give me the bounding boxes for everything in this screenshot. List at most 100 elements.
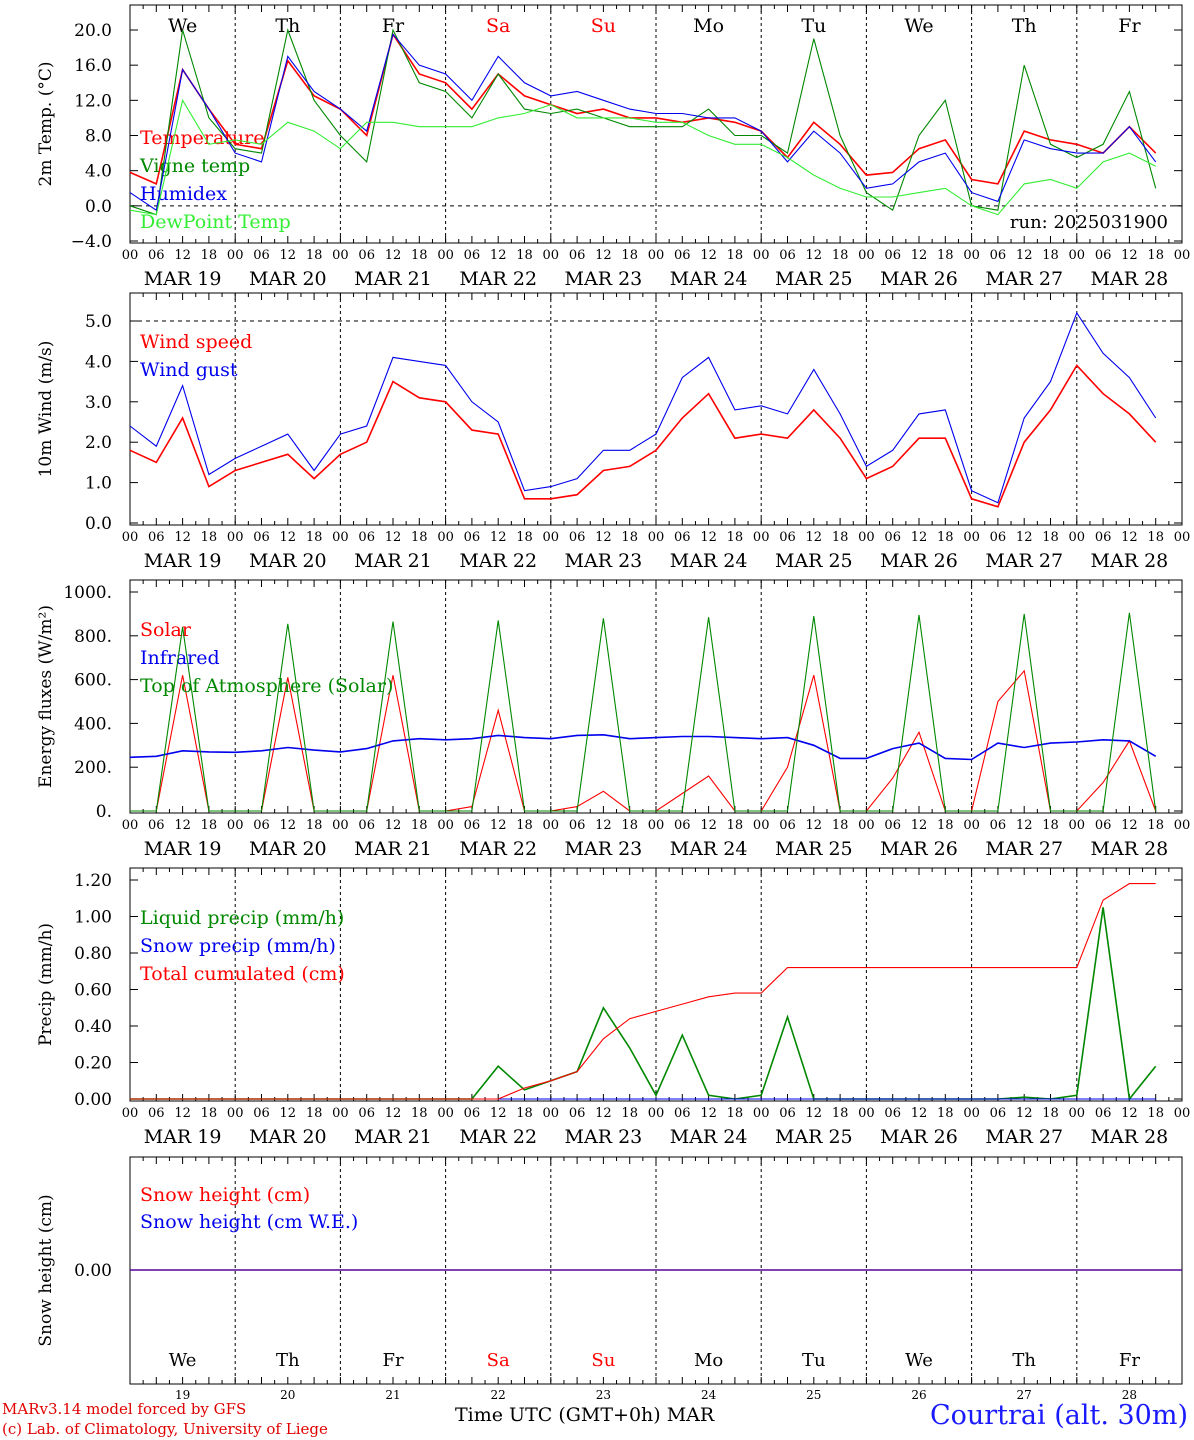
y-tick-label: 0.0 xyxy=(85,514,112,534)
hour-tick-label: 18 xyxy=(937,818,954,833)
series-line-humidex xyxy=(129,33,1157,212)
date-label: MAR 24 xyxy=(670,550,748,572)
legend-entry: Liquid precip (mm/h) xyxy=(140,907,344,929)
day-label: Th xyxy=(1012,1350,1036,1371)
day-number-label: 24 xyxy=(701,1388,717,1402)
hour-tick-label: 12 xyxy=(806,248,823,263)
date-label: MAR 26 xyxy=(880,1126,958,1148)
date-label: MAR 27 xyxy=(985,1126,1063,1148)
y-tick-label: 600. xyxy=(74,671,112,691)
hour-tick-label: 06 xyxy=(148,530,165,545)
date-label: MAR 24 xyxy=(670,838,748,860)
hour-tick-label: 06 xyxy=(464,1106,481,1121)
date-label: MAR 26 xyxy=(880,550,958,572)
hour-tick-label: 12 xyxy=(490,530,507,545)
hour-tick-label: 18 xyxy=(306,248,323,263)
hour-tick-label: 12 xyxy=(700,530,717,545)
date-label: MAR 23 xyxy=(565,550,643,572)
hour-tick-label: 18 xyxy=(411,248,428,263)
hour-tick-label: 12 xyxy=(700,248,717,263)
hour-tick-label: 12 xyxy=(911,818,928,833)
hour-tick-label: 12 xyxy=(385,530,402,545)
hour-tick-label: 06 xyxy=(148,818,165,833)
hour-tick-label: 06 xyxy=(990,1106,1007,1121)
day-label: Mo xyxy=(694,1350,723,1371)
hour-tick-label: 06 xyxy=(884,530,901,545)
hour-tick-label: 18 xyxy=(201,818,218,833)
hour-tick-label: 00 xyxy=(1069,248,1086,263)
day-number-label: 19 xyxy=(175,1388,190,1402)
legend-entry: Top of Atmosphere (Solar) xyxy=(140,675,393,697)
hour-tick-label: 18 xyxy=(621,818,638,833)
day-label: We xyxy=(905,1350,933,1371)
hour-tick-label: 06 xyxy=(148,1106,165,1121)
hour-tick-label: 00 xyxy=(648,818,665,833)
hour-tick-label: 12 xyxy=(806,530,823,545)
hour-tick-label: 00 xyxy=(753,818,770,833)
hour-tick-label: 18 xyxy=(1042,1106,1059,1121)
hour-tick-label: 06 xyxy=(1095,530,1112,545)
date-label: MAR 28 xyxy=(1091,550,1169,572)
model-credit: MARv3.14 model forced by GFS xyxy=(2,1400,247,1418)
date-label: MAR 23 xyxy=(565,838,643,860)
hour-tick-label: 00 xyxy=(437,530,454,545)
hour-tick-label: 06 xyxy=(569,530,586,545)
hour-tick-label: 18 xyxy=(832,1106,849,1121)
hour-tick-label: 18 xyxy=(937,248,954,263)
run-label: run: 2025031900 xyxy=(1010,212,1168,233)
date-label: MAR 21 xyxy=(354,550,432,572)
day-number-label: 25 xyxy=(806,1388,821,1402)
hour-tick-label: 00 xyxy=(437,1106,454,1121)
hour-tick-label: 00 xyxy=(1069,818,1086,833)
y-tick-label: 0.60 xyxy=(74,981,112,1001)
date-label: MAR 26 xyxy=(880,838,958,860)
date-label: MAR 23 xyxy=(565,1126,643,1148)
day-label: Th xyxy=(1012,15,1037,37)
hour-tick-label: 12 xyxy=(280,818,297,833)
y-tick-label: 2.0 xyxy=(85,433,112,453)
hour-tick-label: 12 xyxy=(911,530,928,545)
hour-tick-label: 18 xyxy=(937,1106,954,1121)
hour-tick-label: 06 xyxy=(253,1106,270,1121)
date-label: MAR 28 xyxy=(1091,268,1169,290)
legend-entry: Snow height (cm W.E.) xyxy=(140,1211,358,1233)
date-label: MAR 22 xyxy=(459,1126,537,1148)
date-label: MAR 25 xyxy=(775,1126,853,1148)
hour-tick-label: 18 xyxy=(516,530,533,545)
date-label: MAR 23 xyxy=(565,268,643,290)
date-label: MAR 27 xyxy=(985,550,1063,572)
day-label: Fr xyxy=(1118,15,1141,37)
date-label: MAR 22 xyxy=(459,268,537,290)
hour-tick-label: 12 xyxy=(174,1106,191,1121)
y-tick-label: 16.0 xyxy=(74,56,112,76)
date-label: MAR 19 xyxy=(144,550,222,572)
hour-tick-label: 00 xyxy=(1069,530,1086,545)
hour-tick-label: 06 xyxy=(884,248,901,263)
legend-entry: DewPoint Temp xyxy=(140,211,291,233)
hour-tick-label: 00 xyxy=(122,248,139,263)
hour-tick-label: 12 xyxy=(806,818,823,833)
hour-tick-label: 00 xyxy=(753,1106,770,1121)
legend-entry: Solar xyxy=(140,619,192,641)
hour-tick-label: 00 xyxy=(858,530,875,545)
hour-tick-label: 06 xyxy=(253,530,270,545)
hour-tick-label: 00 xyxy=(648,1106,665,1121)
y-axis-label: 2m Temp. (°C) xyxy=(36,61,56,186)
hour-tick-label: 00 xyxy=(858,1106,875,1121)
hour-tick-label: 18 xyxy=(727,248,744,263)
hour-tick-label: 06 xyxy=(674,1106,691,1121)
legend-entry: Infrared xyxy=(140,647,220,669)
hour-tick-label: 12 xyxy=(174,248,191,263)
hour-tick-label: 18 xyxy=(832,818,849,833)
hour-tick-label: 00 xyxy=(648,248,665,263)
hour-tick-label: 06 xyxy=(779,1106,796,1121)
y-tick-label: 3.0 xyxy=(85,393,112,413)
date-label: MAR 20 xyxy=(249,550,327,572)
hour-tick-label: 00 xyxy=(753,530,770,545)
legend-entry: Wind gust xyxy=(140,359,238,381)
date-label: MAR 19 xyxy=(144,838,222,860)
y-tick-label: 1.00 xyxy=(74,908,112,928)
hour-tick-label: 00 xyxy=(227,818,244,833)
date-label: MAR 20 xyxy=(249,268,327,290)
